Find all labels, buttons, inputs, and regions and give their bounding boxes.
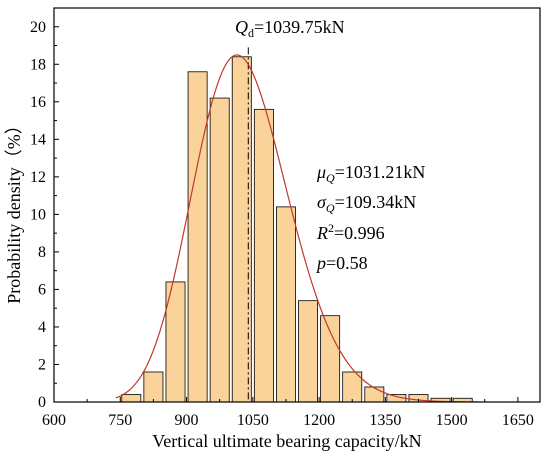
y-tick-label: 20	[30, 19, 46, 36]
y-tick-label: 14	[30, 131, 46, 148]
sigma-annotation: σQ=109.34kN	[317, 192, 416, 215]
histogram-bar	[143, 371, 164, 403]
x-tick-label: 600	[42, 412, 66, 429]
y-tick-label: 6	[38, 281, 46, 298]
histogram-bar	[121, 394, 142, 403]
x-tick-label: 900	[175, 412, 199, 429]
x-tick-label: 1050	[237, 412, 269, 429]
x-axis-title: Vertical ultimate bearing capacity/kN	[152, 431, 421, 451]
x-tick-label: 750	[108, 412, 132, 429]
r2-annotation: R2=0.996	[316, 221, 385, 243]
y-tick-label: 0	[38, 394, 46, 411]
histogram-bar	[209, 97, 230, 403]
histogram-bar	[276, 206, 296, 403]
y-tick-label: 2	[38, 356, 46, 373]
p-annotation: p=0.58	[315, 253, 368, 273]
y-axis-title: Probability density（%）	[4, 116, 24, 304]
y-tick-label: 10	[30, 206, 46, 223]
fit-curve-group	[115, 54, 479, 403]
mu-annotation: μQ=1031.21kN	[316, 162, 425, 185]
qd-annotation: Qd=1039.75kN	[235, 17, 345, 40]
fit-curve	[115, 54, 479, 403]
y-tick-label: 12	[30, 169, 46, 186]
y-tick-label: 4	[38, 319, 46, 336]
bars-group	[121, 56, 473, 403]
x-tick-label: 1500	[436, 412, 468, 429]
histogram-bar	[298, 300, 318, 403]
histogram-bar	[364, 386, 385, 403]
x-tick-label: 1650	[502, 412, 534, 429]
x-axis-ticks: 600 750 900 1050 1200 1350 1500 1650	[42, 397, 534, 429]
histogram-bar	[253, 108, 274, 403]
x-tick-label: 1200	[303, 412, 335, 429]
y-tick-label: 16	[30, 94, 46, 111]
y-tick-label: 8	[38, 244, 46, 261]
histogram-bar	[187, 71, 208, 403]
histogram-bar	[320, 315, 341, 403]
y-tick-label: 18	[30, 56, 46, 73]
x-tick-label: 1350	[369, 412, 401, 429]
y-axis-ticks: 0 2 4 6 8 10 12 14 16 18 20	[30, 19, 59, 411]
plot-frame	[53, 7, 541, 403]
